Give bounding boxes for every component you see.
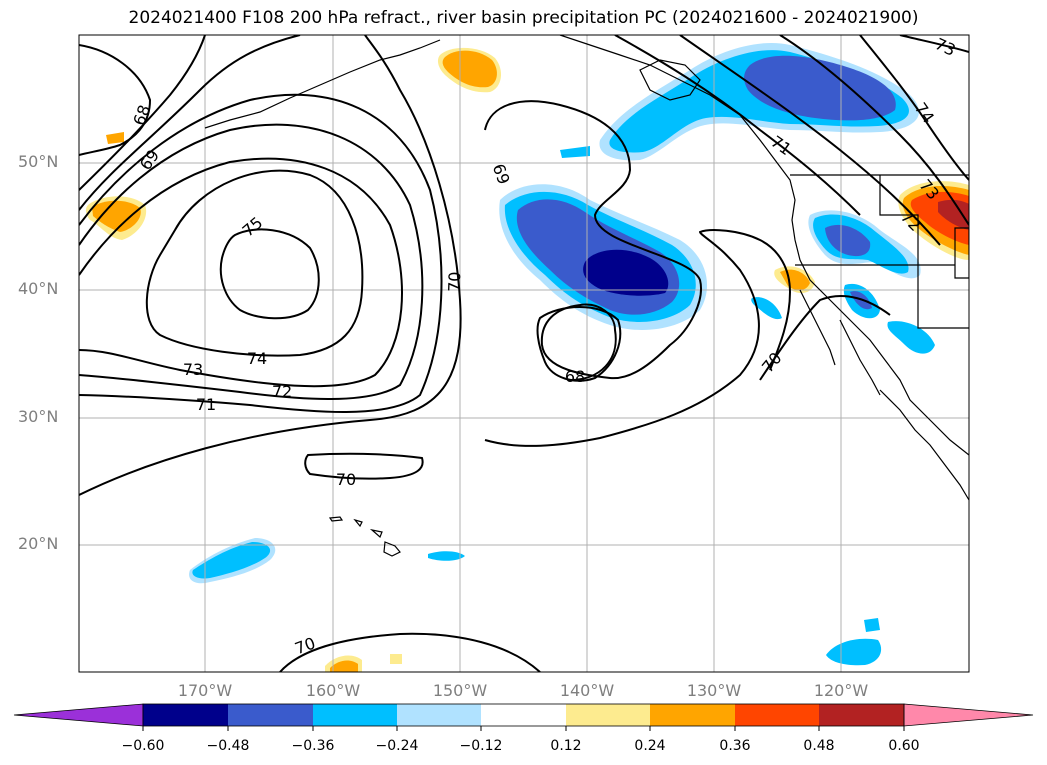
colorbar-tick-label: 0.12: [550, 738, 582, 754]
lon-label: 140°W: [559, 681, 615, 700]
colorbar-segment: [143, 704, 228, 726]
colorbar: [13, 703, 1034, 731]
contour-73-top: [899, 35, 969, 53]
contour-73: [79, 157, 403, 388]
anomaly-mid-positive-north: [442, 50, 497, 88]
anomaly-strongest-central: [583, 249, 669, 296]
colorbar-tick-label: −0.12: [459, 738, 503, 754]
lat-label: 50°N: [18, 152, 59, 171]
colorbar-segment: [228, 704, 313, 726]
anomaly-positive-dot: [390, 654, 402, 664]
lat-label: 20°N: [18, 534, 59, 553]
contour-75: [219, 228, 320, 320]
colorbar-segment: [397, 704, 481, 726]
anomaly-strongest-positive-ne: [938, 199, 969, 230]
contour-72: [79, 123, 424, 400]
contour-74-east: [859, 35, 969, 181]
anomaly-positive-small-west: [106, 132, 124, 144]
page-title: 2024021400 F108 200 hPa refract., river …: [128, 8, 919, 28]
anomaly-negative-mexico: [887, 321, 935, 354]
lon-label: 160°W: [305, 681, 361, 700]
lon-label: 150°W: [432, 681, 488, 700]
colorbar-max-extension: [903, 703, 1034, 727]
anomaly-deep-california: [825, 224, 871, 257]
anomaly-negative-hawaii-small: [428, 551, 465, 561]
anomaly-mid-positive-west: [92, 200, 141, 232]
colorbar-tick-label: 0.48: [803, 738, 835, 754]
contour-label: 72: [272, 382, 292, 401]
height-contours: [79, 35, 969, 672]
contour-label: 73: [183, 360, 203, 379]
lat-label: 30°N: [18, 407, 59, 426]
contour-71: [79, 93, 443, 413]
contour-69-long: [484, 229, 792, 447]
contour-73-east: [779, 35, 969, 226]
anomaly-small-bc: [560, 146, 590, 158]
colorbar-tick-label: 0.24: [634, 738, 666, 754]
contour-71-east: [614, 35, 861, 216]
colorbar-tick-label: −0.24: [375, 738, 419, 754]
contour-70: [79, 35, 462, 496]
lon-label: 170°W: [177, 681, 233, 700]
contour-68-mid: [536, 306, 622, 382]
contour-70-east: [759, 295, 891, 381]
contour-label: 68: [565, 367, 585, 386]
contour-69-north: [79, 35, 206, 191]
anomaly-negative-coast: [751, 297, 782, 320]
colorbar-tick-label: 0.36: [719, 738, 751, 754]
colorbar-tick-label: 0.60: [888, 738, 920, 754]
coastlines: [204, 35, 969, 557]
colorbar-tick-label: −0.36: [291, 738, 335, 754]
colorbar-segment: [735, 704, 819, 726]
map-frame: [78, 34, 970, 673]
contour-68-north: [79, 44, 152, 156]
colorbar-segment: [313, 704, 397, 726]
anomaly-mid-hawaii-west: [192, 542, 271, 579]
colorbar-segment: [650, 704, 735, 726]
colorbar-segment: [481, 704, 566, 726]
colorbar-min-extension: [13, 703, 144, 727]
lat-label: 40°N: [18, 279, 59, 298]
colorbar-segment: [566, 704, 650, 726]
contour-74: [145, 169, 364, 357]
colorbar-tick-label: −0.60: [121, 738, 165, 754]
anomaly-deep-bc: [744, 55, 896, 121]
contour-70-south: [279, 632, 541, 672]
contour-label: 70: [445, 271, 465, 292]
anomaly-negative-mexico-islet: [864, 618, 880, 632]
contour-label: 71: [196, 395, 216, 414]
anomaly-mid-positive-south: [330, 660, 358, 672]
lon-label: 130°W: [686, 681, 742, 700]
contour-label: 70: [336, 470, 356, 489]
colorbar-tick-label: −0.48: [206, 738, 250, 754]
colorbar-segment: [819, 704, 904, 726]
contour-72-east: [679, 35, 941, 246]
lon-label: 120°W: [813, 681, 869, 700]
anomaly-negative-mexico-south: [826, 638, 882, 666]
contour-69-south: [304, 452, 424, 480]
contour-label: 74: [247, 349, 267, 368]
contour-69-mid: [484, 100, 702, 381]
